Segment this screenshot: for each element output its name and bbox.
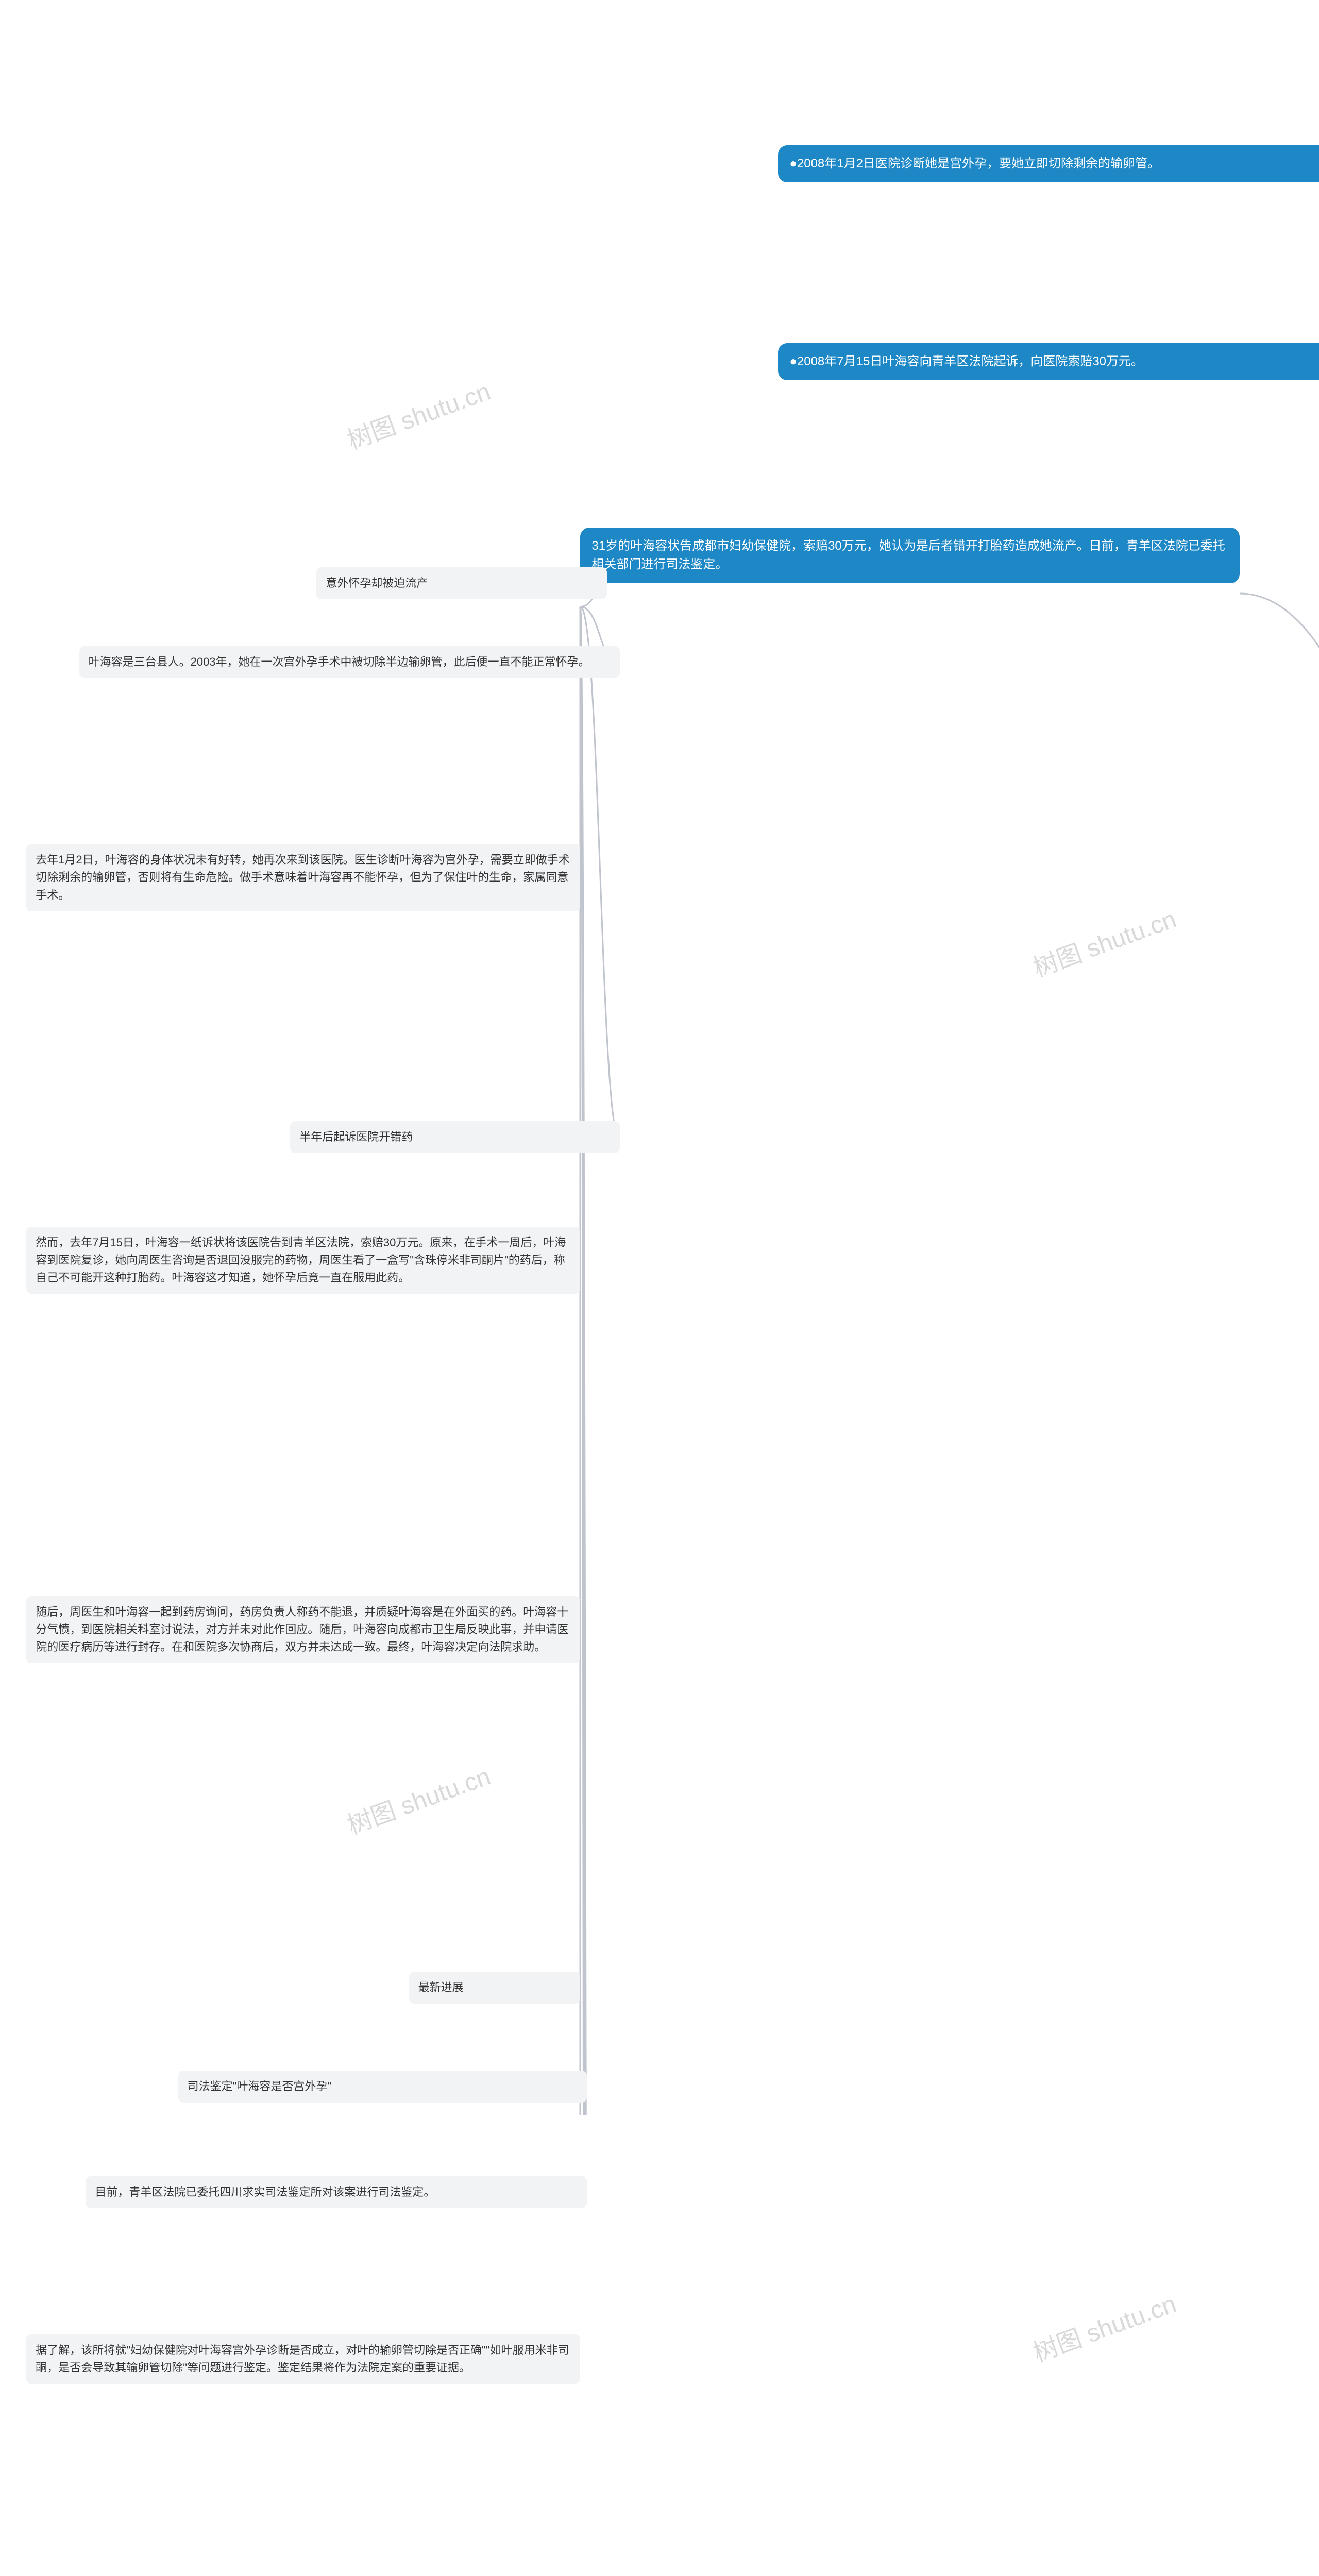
watermark: 树图 shutu.cn [1027, 2283, 1180, 2368]
gray-note-6: 最新进展 [409, 1972, 581, 2004]
gray-note-9: 据了解，该所将就"妇幼保健院对叶海容宫外孕诊断是否成立，对叶的输卵管切除是否正确… [26, 2334, 580, 2384]
gray-note-0: 意外怀孕却被迫流产 [316, 567, 606, 599]
top-node-1: ●2008年7月15日叶海容向青羊区法院起诉，向医院索赔30万元。 [778, 343, 1319, 380]
gray-note-2: 去年1月2日，叶海容的身体状况未有好转，她再次来到该医院。医生诊断叶海容为宫外孕… [26, 844, 580, 911]
gray-note-1: 叶海容是三台县人。2003年，她在一次宫外孕手术中被切除半边输卵管，此后便一直不… [79, 646, 620, 678]
top-node-0: ●2008年1月2日医院诊断她是宫外孕，要她立即切除剩余的输卵管。 [778, 145, 1319, 182]
watermark: 树图 shutu.cn [341, 1756, 494, 1841]
left-main-node: 31岁的叶海容状告成都市妇幼保健院，索赔30万元，她认为是后者错开打胎药造成她流… [580, 528, 1240, 583]
gray-note-8: 目前，青羊区法院已委托四川求实司法鉴定所对该案进行司法鉴定。 [86, 2176, 587, 2208]
connector-layer [0, 0, 1319, 2115]
gray-note-4: 然而，去年7月15日，叶海容一纸诉状将该医院告到青羊区法院，索赔30万元。原来，… [26, 1227, 580, 1294]
watermark: 树图 shutu.cn [341, 371, 494, 456]
gray-note-7: 司法鉴定"叶海容是否宫外孕" [178, 2071, 587, 2103]
gray-note-3: 半年后起诉医院开错药 [290, 1121, 620, 1153]
watermark: 树图 shutu.cn [1027, 899, 1180, 984]
gray-note-5: 随后，周医生和叶海容一起到药房询问，药房负责人称药不能退，并质疑叶海容是在外面买… [26, 1596, 580, 1663]
